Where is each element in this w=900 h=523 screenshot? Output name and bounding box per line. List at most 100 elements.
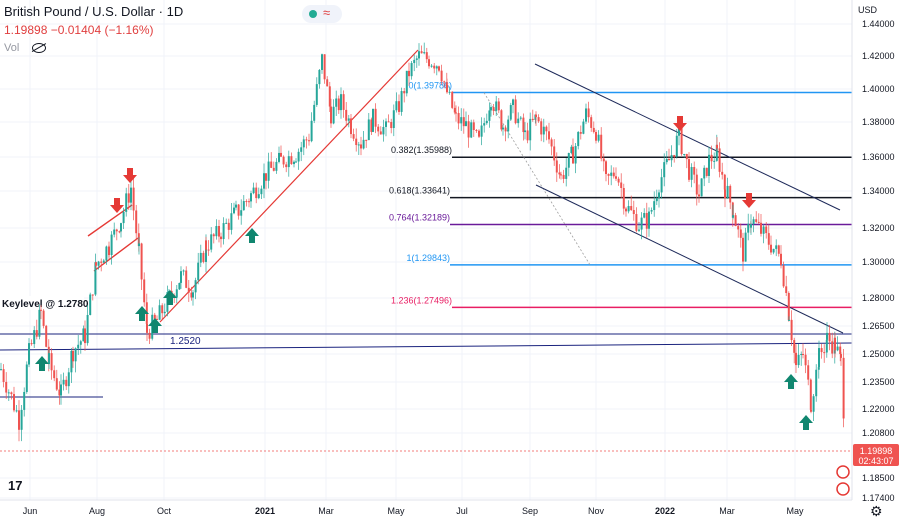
candle-body (640, 217, 643, 230)
candle-body (453, 107, 456, 113)
candle-body (765, 226, 768, 234)
candle-body (252, 187, 255, 194)
y-tick-label: 1.42000 (862, 51, 895, 61)
candle-body (688, 159, 690, 180)
arrow-up-icon (784, 374, 798, 389)
candle-body (710, 154, 713, 162)
candle-body (40, 309, 42, 311)
candle-body (13, 394, 15, 411)
candle-body (567, 153, 570, 168)
arrow-up-shape (163, 290, 177, 305)
x-tick-label: 2021 (255, 506, 275, 516)
candle-body (795, 352, 797, 366)
candle-body (326, 79, 329, 87)
candle-body (342, 94, 345, 110)
candle-body (820, 348, 823, 353)
candle-body (535, 114, 537, 118)
arrow-down-icon (673, 116, 687, 131)
candle-body (357, 144, 360, 146)
candle-body (804, 354, 807, 366)
candle-body (215, 225, 218, 237)
candle-body (635, 214, 638, 231)
candle-body (562, 174, 565, 179)
candle-body (615, 176, 617, 179)
candle-body (724, 189, 726, 199)
candle-body (28, 343, 30, 365)
candle-body (519, 117, 522, 119)
x-tick-label: Sep (522, 506, 538, 516)
candle-body (574, 146, 577, 164)
candle-body (295, 161, 297, 163)
currency-label[interactable]: USD (858, 5, 878, 15)
candle-body (732, 215, 734, 218)
last-price-value: 1.19898 (860, 446, 893, 456)
candle-body (831, 341, 834, 354)
gear-icon[interactable]: ⚙ (870, 503, 883, 519)
candle-body (199, 252, 202, 263)
y-tick-label: 1.18500 (862, 473, 895, 483)
candle-body (744, 232, 747, 262)
candle-body (643, 213, 646, 218)
candle-body (457, 112, 460, 124)
candle-body (817, 367, 820, 370)
candle-body (118, 231, 121, 233)
candle-body (143, 279, 146, 303)
candle-body (222, 223, 225, 240)
interval-sep: · (158, 4, 167, 19)
candle-body (156, 318, 158, 320)
candle-body (793, 340, 796, 353)
candle-body (420, 51, 423, 54)
candle-body (435, 66, 438, 69)
candle-body (787, 293, 790, 321)
candle-body (23, 391, 26, 410)
arrow-down-shape (110, 198, 124, 213)
candle-body (79, 341, 82, 345)
candle-body (180, 271, 182, 283)
candle-body (84, 328, 86, 344)
candle-body (240, 210, 243, 216)
candle-body (300, 147, 303, 152)
candle-body (330, 106, 332, 124)
candle-body (650, 210, 653, 212)
candle-body (757, 221, 760, 223)
candle-body (755, 219, 758, 222)
candle-body (220, 236, 222, 240)
candle-body (33, 330, 36, 345)
candle-body (826, 332, 828, 340)
candle-body (467, 121, 470, 138)
candle-body (15, 410, 18, 412)
candle-body (225, 222, 228, 224)
y-tick-label: 1.22000 (862, 404, 895, 414)
candle-body (272, 167, 275, 171)
y-tick-label: 1.44000 (862, 19, 895, 29)
candle-body (526, 130, 529, 141)
candle-body (390, 122, 393, 129)
candle-body (705, 167, 708, 176)
candle-body (95, 262, 97, 266)
candle-body (398, 101, 400, 112)
candle-body (53, 370, 56, 379)
candle-body (665, 159, 668, 163)
candle-body (500, 110, 503, 130)
candle-body (318, 69, 321, 85)
candle-body (570, 146, 573, 154)
candle-body (285, 164, 288, 168)
candle-body (742, 237, 744, 262)
candle-body (182, 270, 185, 272)
candle-body (102, 260, 105, 263)
candle-body (293, 161, 295, 165)
candle-body (446, 84, 448, 93)
candle-body (403, 91, 406, 94)
candle-body (512, 99, 514, 106)
candle-body (227, 222, 230, 230)
eye-off-icon[interactable] (32, 43, 46, 53)
candle-body (161, 305, 164, 314)
candle-body (86, 314, 89, 344)
candle-body (127, 193, 130, 203)
market-status-pill[interactable]: ≈ (302, 5, 342, 23)
candle-body (74, 348, 77, 362)
candle-body (202, 252, 205, 262)
candle-body (713, 160, 716, 162)
candle-body (797, 354, 800, 366)
